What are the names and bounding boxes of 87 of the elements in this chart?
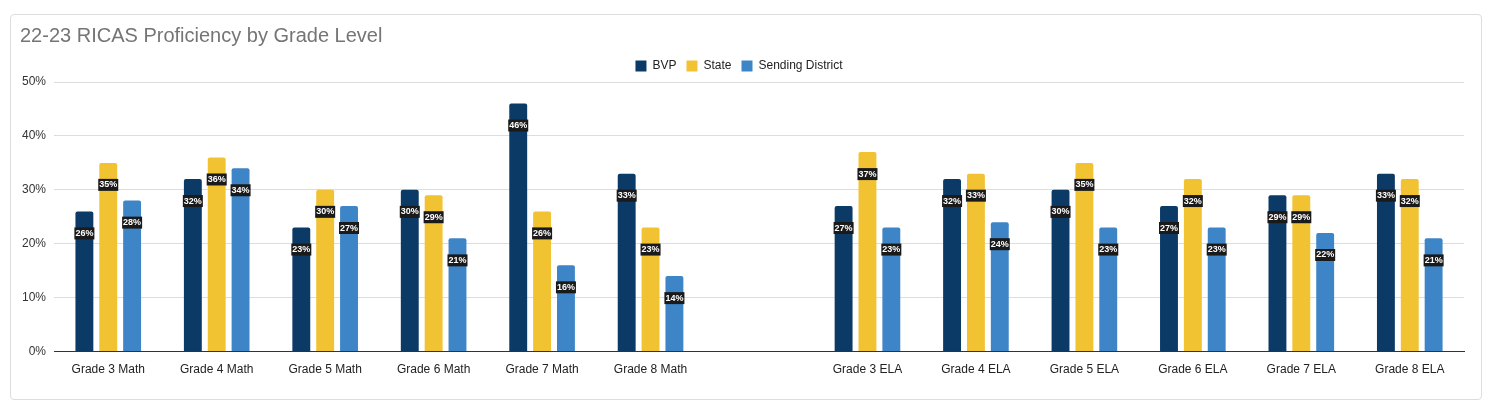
data-label: 46% <box>509 120 528 131</box>
data-label: 23% <box>882 244 901 255</box>
bar <box>1292 195 1311 352</box>
data-label: 26% <box>533 227 552 238</box>
y-tick-label: 10% <box>21 289 47 304</box>
data-label: 27% <box>340 222 359 233</box>
x-tick-label: Grade 8 ELA <box>1375 362 1445 377</box>
data-label: 29% <box>424 211 443 222</box>
y-tick-label: 20% <box>21 236 47 251</box>
data-label: 35% <box>99 179 118 190</box>
x-tick-label: Grade 6 ELA <box>1158 362 1228 377</box>
chart-title: 22-23 RICAS Proficiency by Grade Level <box>20 24 383 47</box>
bar <box>340 206 358 352</box>
data-label: 34% <box>231 184 250 195</box>
x-tick-label: Grade 6 Math <box>396 362 471 377</box>
bar <box>99 162 118 352</box>
data-label: 30% <box>1051 206 1070 217</box>
bar <box>990 222 1009 352</box>
bar <box>75 211 94 352</box>
bar <box>1183 179 1202 352</box>
data-label: 35% <box>1075 179 1094 190</box>
data-label: 24% <box>990 238 1009 249</box>
x-tick-label: Grade 3 Math <box>71 362 145 377</box>
x-tick-label: Grade 5 ELA <box>1049 362 1120 377</box>
bar <box>1075 162 1094 352</box>
bar <box>1376 173 1395 352</box>
data-label: 26% <box>75 227 94 238</box>
legend-label: State <box>703 58 732 73</box>
x-tick-label: Grade 4 Math <box>180 362 254 377</box>
bar <box>834 206 853 352</box>
data-label: 29% <box>1292 211 1311 222</box>
data-label: 37% <box>858 168 877 179</box>
data-label: 22% <box>1316 249 1335 260</box>
bar <box>316 189 335 352</box>
bar <box>533 211 552 352</box>
data-label: 23% <box>292 244 311 255</box>
bar <box>882 227 901 352</box>
bar <box>207 157 226 352</box>
bar <box>400 189 419 352</box>
data-label: 33% <box>1376 190 1395 201</box>
x-tick-label: Grade 8 Math <box>613 362 688 377</box>
data-label: 21% <box>1424 254 1443 265</box>
data-label: 28% <box>123 217 142 228</box>
bar <box>424 195 443 352</box>
bar <box>509 103 528 352</box>
x-tick-label: Grade 3 ELA <box>832 362 903 377</box>
bar <box>1099 227 1118 352</box>
x-tick-label: Grade 7 ELA <box>1266 362 1336 377</box>
legend-label: BVP <box>652 58 677 73</box>
bar <box>183 179 202 352</box>
legend-label: Sending District <box>758 58 844 73</box>
data-label: 33% <box>617 190 636 201</box>
y-tick-label: 50% <box>21 74 47 89</box>
data-label: 23% <box>1099 244 1118 255</box>
data-label: 32% <box>183 195 202 206</box>
y-tick-label: 0% <box>28 343 47 358</box>
bar <box>1160 206 1178 352</box>
data-label: 32% <box>1183 195 1202 206</box>
x-tick-label: Grade 7 Math <box>505 362 579 377</box>
data-label: 21% <box>448 254 467 265</box>
bar <box>123 200 142 352</box>
bar <box>617 173 636 352</box>
bar <box>1400 179 1419 352</box>
data-label: 30% <box>316 206 335 217</box>
data-label: 14% <box>665 292 684 303</box>
bar <box>1424 238 1443 352</box>
data-label: 33% <box>966 190 985 201</box>
y-tick-label: 30% <box>21 182 47 197</box>
bar <box>943 179 962 352</box>
data-label: 29% <box>1268 211 1287 222</box>
x-tick-label: Grade 4 ELA <box>941 362 1011 377</box>
data-label: 36% <box>207 173 226 184</box>
bar <box>1207 227 1226 352</box>
data-label: 27% <box>834 222 853 233</box>
data-label: 23% <box>1207 244 1226 255</box>
data-label: 32% <box>943 195 962 206</box>
y-tick-label: 40% <box>21 128 47 143</box>
bar <box>1316 232 1335 352</box>
data-label: 32% <box>1400 195 1419 206</box>
data-label: 27% <box>1159 222 1178 233</box>
bar <box>292 227 311 352</box>
data-label: 23% <box>641 244 660 255</box>
bar <box>231 168 250 352</box>
data-label: 16% <box>556 281 575 292</box>
x-tick-label: Grade 5 Math <box>288 362 362 377</box>
data-label: 30% <box>400 206 419 217</box>
bar <box>966 173 985 352</box>
